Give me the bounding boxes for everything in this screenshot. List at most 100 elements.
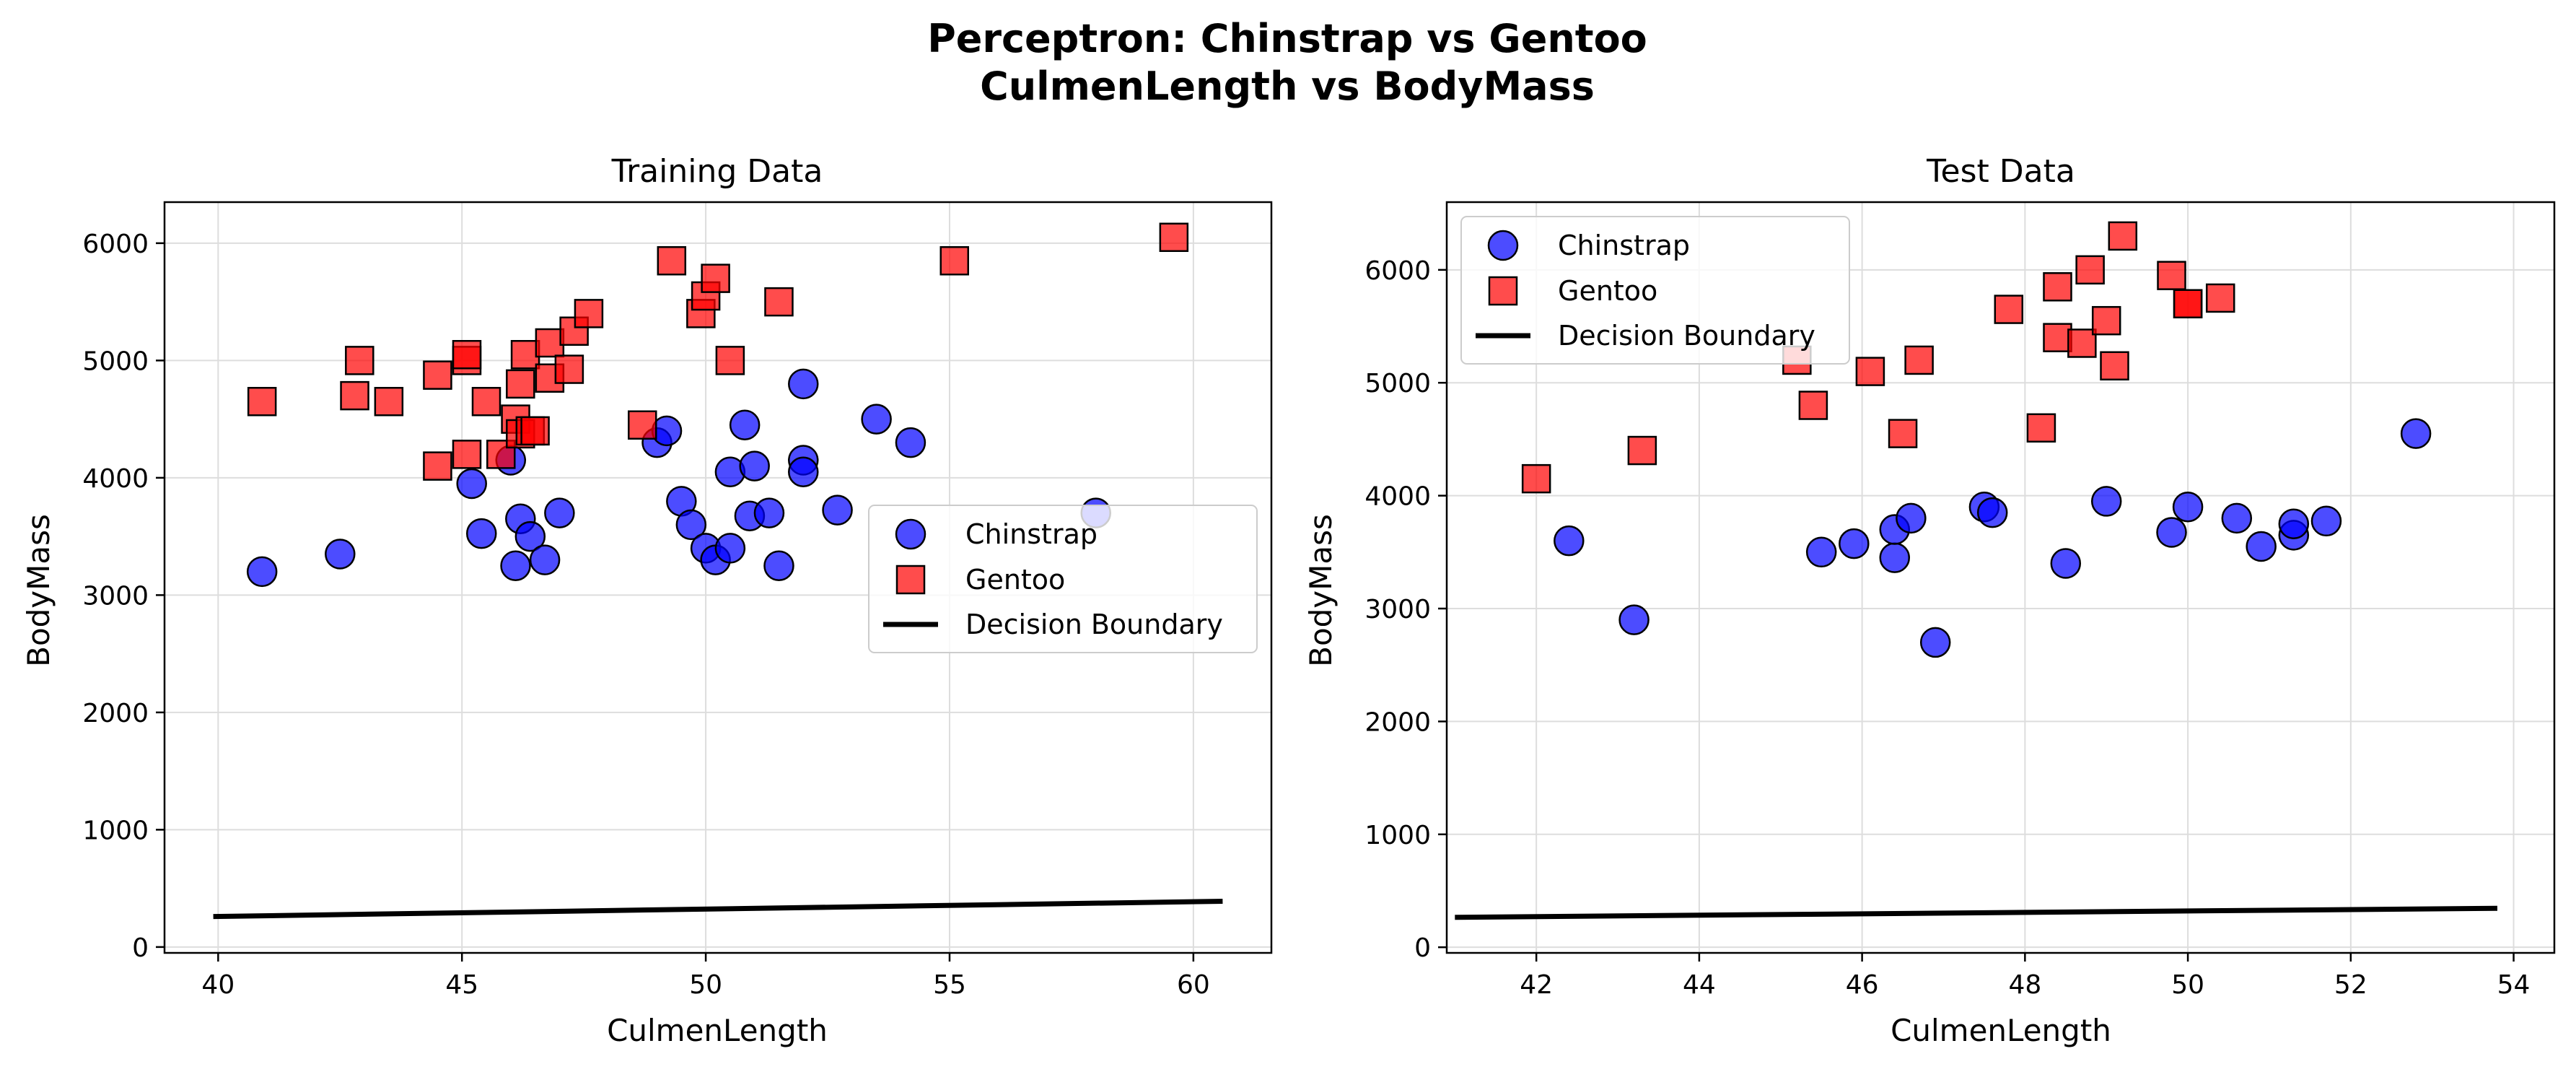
gentoo-point: [506, 369, 535, 399]
gentoo-point: [574, 299, 604, 328]
gentoo-point: [2026, 413, 2056, 443]
y-tick-label: 4000: [82, 464, 149, 494]
plot-area: [1455, 221, 2498, 920]
panel-title: Training Data: [611, 153, 823, 190]
chinstrap-point: [500, 550, 531, 581]
gentoo-point: [715, 346, 745, 375]
gentoo-point: [2157, 261, 2186, 290]
y-tick-label: 1000: [1364, 821, 1431, 850]
chinstrap-point: [544, 497, 575, 528]
x-tick-label: 50: [689, 970, 722, 1000]
figure-title-line2: CulmenLength vs BodyMass: [980, 64, 1595, 109]
gentoo-point: [2100, 351, 2129, 381]
legend: Chinstrap Gentoo Decision Boundary: [868, 505, 1258, 653]
gentoo-point: [520, 416, 550, 446]
x-axis-label: CulmenLength: [1891, 1013, 2111, 1048]
gentoo-point: [452, 440, 482, 469]
gentoo-point: [1888, 419, 1918, 448]
legend-label-chinstrap: Chinstrap: [1558, 230, 1690, 261]
chinstrap-point: [739, 450, 770, 481]
legend-chinstrap-marker: [895, 518, 926, 550]
training-data-panel: Training Data CulmenLength BodyMass 40 45…: [21, 153, 1273, 1048]
plot-area: [213, 222, 1223, 920]
x-tick-label: 45: [445, 970, 478, 1000]
chinstrap-point: [1919, 627, 1951, 658]
chinstrap-point: [2050, 548, 2082, 579]
gentoo-point: [2091, 305, 2121, 336]
decision-boundary-line: [213, 899, 1223, 920]
x-axis-label: CulmenLength: [607, 1013, 828, 1048]
chinstrap-point: [1896, 502, 1927, 534]
legend-box: [868, 505, 1258, 653]
x-tick-label: 52: [2334, 970, 2367, 1000]
y-axis-label: BodyMass: [21, 514, 56, 667]
chinstrap-point: [822, 494, 853, 526]
gentoo-point: [2067, 328, 2097, 358]
chinstrap-point: [753, 497, 785, 528]
y-tick-label: 0: [132, 933, 149, 963]
legend-chinstrap-marker: [1487, 230, 1519, 261]
y-tick-label: 2000: [1364, 707, 1431, 737]
axes-frame: [1445, 201, 2556, 954]
gentoo-point: [423, 451, 452, 481]
y-tick-label: 6000: [1364, 256, 1431, 286]
y-tick-label: 4000: [1364, 482, 1431, 512]
gentoo-point: [1627, 435, 1657, 466]
chinstrap-point: [514, 520, 546, 552]
chinstrap-point: [325, 539, 356, 570]
chinstrap-point: [675, 509, 707, 541]
gentoo-point: [345, 346, 374, 375]
gentoo-point: [1994, 295, 2024, 324]
y-tick-label: 0: [1414, 933, 1431, 963]
gentoo-point: [1855, 357, 1885, 386]
gentoo-point: [510, 340, 540, 370]
chinstrap-point: [466, 518, 497, 549]
y-tick-label: 3000: [1364, 595, 1431, 624]
chinstrap-point: [2172, 492, 2204, 523]
x-tick-label: 40: [201, 970, 235, 1000]
test-data-panel: Test Data CulmenLength BodyMass 42 44 46 48…: [1303, 153, 2556, 1048]
gentoo-point: [2075, 255, 2105, 285]
gentoo-point: [764, 287, 794, 317]
y-tick-label: 5000: [82, 347, 149, 376]
chinstrap-point: [2156, 517, 2187, 548]
x-tick-label: 48: [2008, 970, 2041, 1000]
legend-gentoo-marker: [895, 565, 926, 595]
gentoo-point: [471, 387, 501, 417]
gentoo-point: [701, 263, 730, 293]
gentoo-point: [2205, 283, 2235, 313]
gentoo-point: [2173, 289, 2203, 319]
legend-label-boundary: Decision Boundary: [965, 609, 1223, 640]
y-tick-label: 6000: [82, 230, 149, 259]
chinstrap-point: [2221, 502, 2253, 534]
panel-title: Test Data: [1926, 153, 2075, 190]
chinstrap-point: [895, 427, 926, 458]
x-tick-label: 50: [2171, 970, 2204, 1000]
chinstrap-point: [246, 556, 278, 588]
gentoo-point: [340, 380, 369, 411]
chinstrap-point: [456, 468, 487, 500]
gentoo-point: [628, 410, 657, 440]
chinstrap-point: [714, 533, 746, 564]
gentoo-point: [1798, 391, 1828, 420]
grid-lines: [1447, 202, 2554, 953]
gentoo-point: [939, 246, 969, 276]
chinstrap-point: [2400, 418, 2432, 449]
x-tick-label: 54: [2497, 970, 2531, 1000]
chinstrap-point: [729, 409, 761, 440]
gentoo-point: [452, 340, 482, 370]
legend-gentoo-marker: [1488, 276, 1518, 306]
gentoo-point: [657, 246, 687, 276]
chinstrap-point: [788, 456, 819, 487]
chinstrap-point: [861, 404, 892, 435]
x-tick-label: 46: [1846, 970, 1879, 1000]
chinstrap-point: [1554, 525, 1585, 557]
gentoo-point: [374, 387, 404, 417]
legend-label-gentoo: Gentoo: [965, 564, 1065, 596]
x-tick-label: 60: [1177, 970, 1210, 1000]
chinstrap-point: [1839, 528, 1870, 559]
legend-label-gentoo: Gentoo: [1558, 275, 1657, 307]
gentoo-point: [554, 354, 584, 384]
gentoo-point: [1159, 222, 1189, 252]
